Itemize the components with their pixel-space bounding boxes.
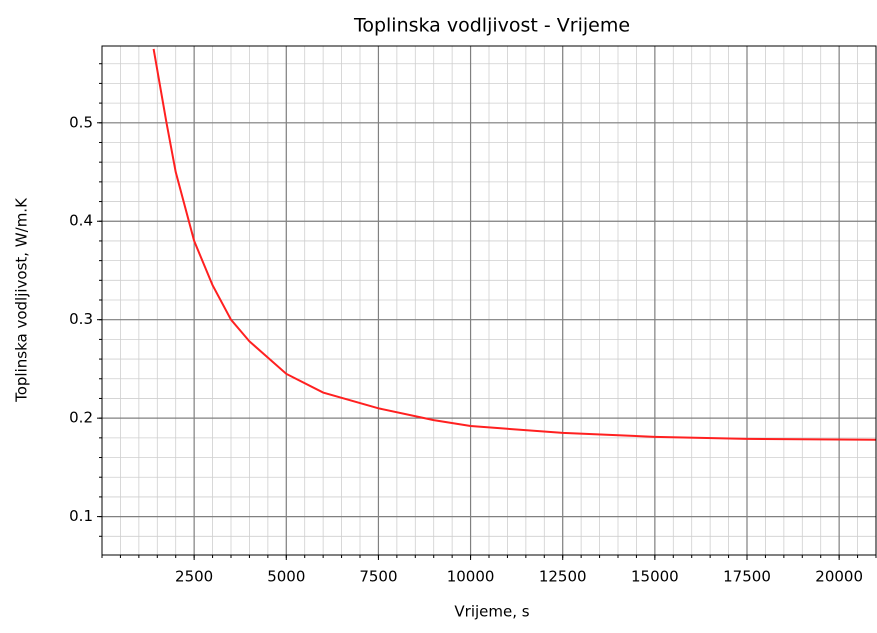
y-axis-label: Toplinska vodljivost, W/m.K xyxy=(13,197,31,403)
y-tick-label: 0.2 xyxy=(69,409,93,427)
x-tick-label: 12500 xyxy=(539,568,587,586)
x-tick-label: 20000 xyxy=(815,568,863,586)
x-tick-label: 5000 xyxy=(267,568,305,586)
x-axis-label: Vrijeme, s xyxy=(454,603,529,621)
y-tick-label: 0.3 xyxy=(69,310,93,328)
x-tick-label: 2500 xyxy=(175,568,213,586)
x-tick-label: 10000 xyxy=(447,568,495,586)
chart-title: Toplinska vodljivost - Vrijeme xyxy=(353,15,630,37)
plot-frame xyxy=(101,45,877,556)
y-tick-label: 0.1 xyxy=(69,507,93,525)
x-tick-label: 17500 xyxy=(723,568,771,586)
y-tick-label: 0.4 xyxy=(69,212,93,230)
y-tick-label: 0.5 xyxy=(69,113,93,131)
data-line xyxy=(152,48,876,441)
x-tick-label: 7500 xyxy=(359,568,397,586)
x-tick-label: 15000 xyxy=(631,568,679,586)
